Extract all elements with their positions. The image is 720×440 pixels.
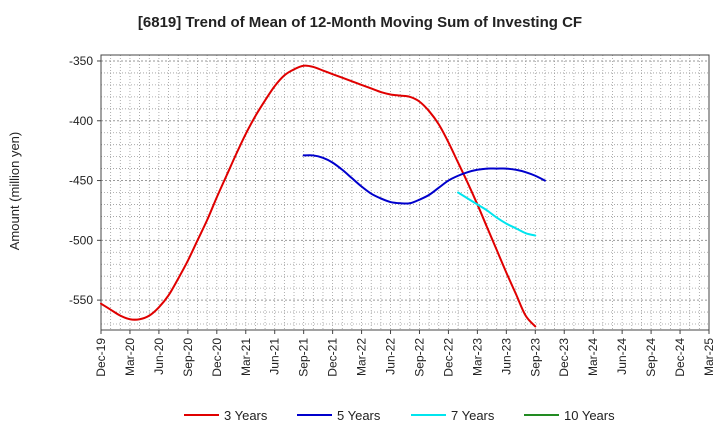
x-tick-label: Mar-23	[470, 338, 484, 376]
x-tick-label: Dec-23	[557, 338, 571, 377]
x-tick-label: Mar-21	[239, 338, 253, 376]
x-tick-label: Jun-24	[615, 338, 629, 375]
x-tick-label: Mar-20	[123, 338, 137, 376]
x-tick-label: Sep-20	[181, 338, 195, 377]
x-tick-label: Dec-22	[441, 338, 455, 377]
x-tick-label: Dec-21	[326, 338, 340, 377]
legend: 3 Years 5 Years 7 Years 10 Years	[184, 408, 615, 423]
x-tick-label: Dec-24	[673, 338, 687, 377]
x-tick-label: Jun-23	[499, 338, 513, 375]
x-tick-label: Jun-21	[268, 338, 282, 375]
y-tick-label: -350	[69, 54, 93, 68]
x-tick-label: Dec-20	[210, 338, 224, 377]
chart-title: [6819] Trend of Mean of 12-Month Moving …	[137, 14, 583, 31]
x-axis-ticks: Dec-19 Mar-20 Jun-20 Sep-20 Dec-20 Mar-21 Jun-…	[94, 330, 716, 377]
horizontal-gridlines	[101, 60, 709, 325]
legend-label: 3 Years	[224, 408, 268, 423]
x-tick-label: Dec-19	[94, 338, 108, 377]
x-tick-label: Mar-24	[586, 338, 600, 376]
x-tick-label: Sep-23	[528, 338, 542, 377]
legend-label: 10 Years	[564, 408, 615, 423]
y-tick-label: -550	[69, 293, 93, 307]
series-line-5-years	[302, 154, 546, 205]
legend-label: 5 Years	[337, 408, 381, 423]
x-tick-label: Sep-24	[644, 338, 658, 377]
plot-area-frame	[100, 54, 710, 331]
x-tick-label: Jun-20	[152, 338, 166, 375]
y-axis-ticks: -350 -400 -450 -500 -550	[69, 54, 101, 307]
x-tick-label: Sep-21	[297, 338, 311, 377]
y-tick-label: -400	[69, 114, 93, 128]
y-tick-label: -450	[69, 174, 93, 188]
y-axis-label: Amount (million yen)	[7, 132, 22, 251]
legend-label: 7 Years	[451, 408, 495, 423]
x-tick-label: Sep-22	[412, 338, 426, 377]
series-line-3-years	[100, 64, 537, 328]
series-layer	[100, 64, 546, 328]
series-line-7-years	[457, 191, 537, 237]
y-tick-label: -500	[69, 233, 93, 247]
x-tick-label: Mar-25	[702, 338, 716, 376]
x-tick-label: Jun-22	[384, 338, 398, 375]
x-tick-label: Mar-22	[355, 338, 369, 376]
